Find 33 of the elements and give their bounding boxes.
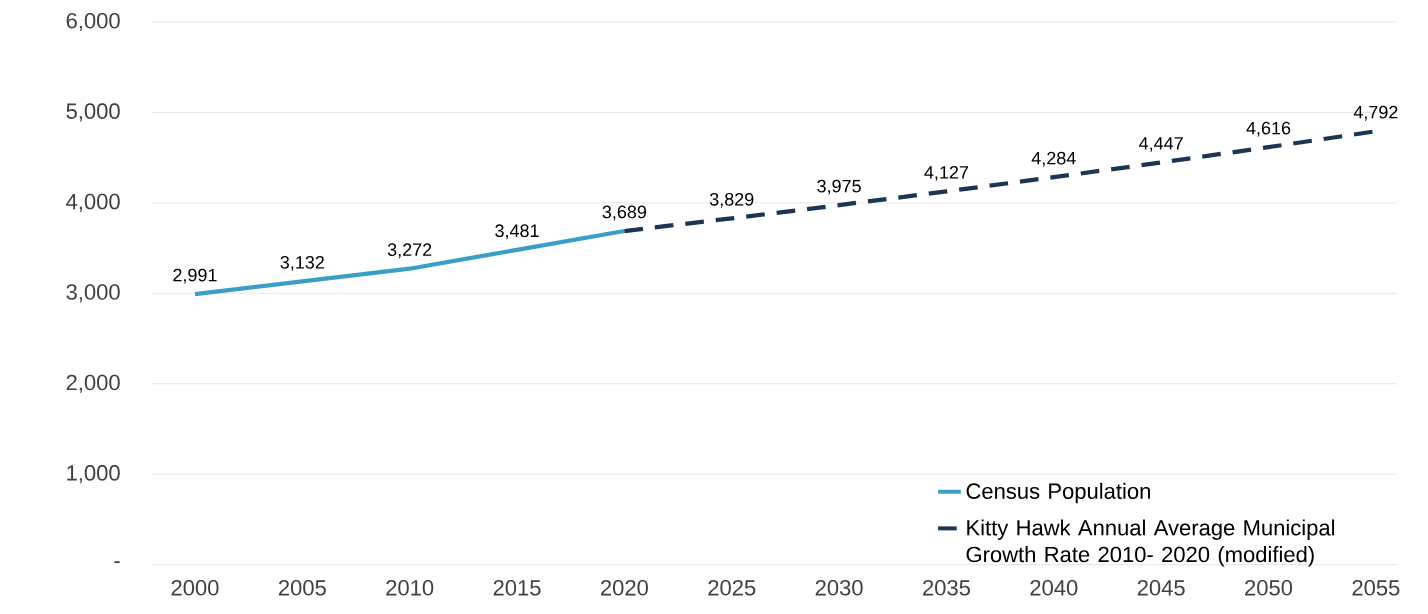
- x-tick-label: 2015: [493, 580, 541, 596]
- x-tick-label: 2030: [815, 580, 863, 596]
- y-tick-label: 4,000: [66, 193, 120, 212]
- x-tick-label: 2010: [386, 580, 434, 596]
- x-tick-label: 2005: [278, 580, 326, 596]
- x-tick-label: 2055: [1352, 580, 1400, 596]
- x-tick-label: 2020: [601, 580, 648, 596]
- x-tick-label: 2000: [171, 580, 219, 596]
- data-label: 3,481: [495, 224, 539, 240]
- y-tick-label: 2,000: [66, 374, 120, 393]
- data-label: 3,272: [387, 243, 432, 259]
- data-label: 4,447: [1139, 137, 1183, 152]
- x-tick-label: 2035: [923, 580, 970, 596]
- data-label: 2,991: [173, 268, 217, 284]
- x-tick-label: 2045: [1137, 580, 1185, 596]
- x-tick-label: 2025: [708, 580, 756, 596]
- data-label: 4,127: [924, 165, 969, 181]
- y-tick-label: 1,000: [67, 465, 120, 484]
- data-label: 3,829: [709, 192, 754, 208]
- data-label: 3,975: [817, 179, 861, 195]
- y-tick-label: 5,000: [66, 103, 120, 122]
- data-label: 3,132: [280, 255, 324, 271]
- data-label: 4,616: [1246, 121, 1291, 137]
- data-label: 4,284: [1031, 151, 1076, 167]
- legend-label: Census Population: [966, 482, 1150, 504]
- legend-label: Kitty Hawk Annual Average Municipal Growth Rate 2010- 2020 (modified): [966, 519, 1335, 567]
- x-tick-label: 2050: [1245, 580, 1293, 596]
- y-tick-label: 6,000: [66, 12, 120, 32]
- data-label: 3,689: [602, 205, 647, 221]
- data-label: 4,792: [1353, 105, 1398, 121]
- x-tick-label: 2040: [1030, 580, 1078, 596]
- y-tick-label: -: [114, 561, 120, 564]
- y-tick-label: 3,000: [66, 284, 120, 303]
